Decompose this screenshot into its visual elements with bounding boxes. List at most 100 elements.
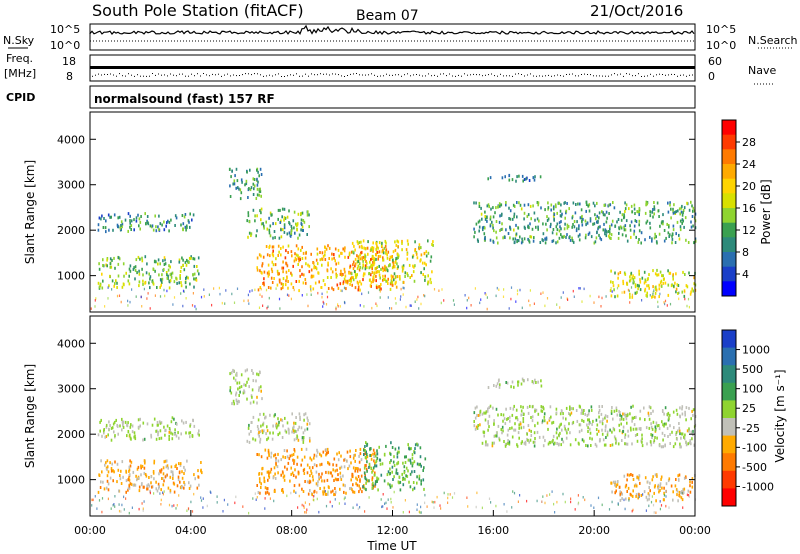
data-cell	[565, 209, 568, 213]
data-cell	[161, 277, 164, 281]
data-cell	[671, 234, 673, 238]
data-cell	[318, 477, 320, 481]
data-cell	[303, 220, 306, 224]
data-cell	[128, 486, 131, 490]
data-cell	[534, 175, 536, 179]
data-cell	[365, 450, 367, 454]
data-cell	[652, 294, 654, 298]
nave-point	[383, 75, 384, 77]
data-cell	[669, 203, 671, 207]
data-cell	[161, 273, 163, 277]
data-cell	[109, 424, 111, 427]
data-cell	[240, 191, 243, 195]
data-cell	[288, 269, 290, 272]
nave-point	[485, 74, 486, 76]
data-cell	[414, 240, 416, 244]
data-cell	[652, 420, 655, 424]
data-cell	[290, 491, 292, 495]
data-cell	[680, 445, 682, 449]
data-cell	[626, 421, 628, 425]
data-cell	[668, 417, 670, 421]
data-cell	[166, 473, 168, 477]
data-cell	[163, 288, 165, 292]
data-cell	[560, 203, 562, 207]
data-cell	[292, 286, 295, 289]
cpid-label: CPID	[6, 91, 35, 104]
nave-point	[155, 74, 156, 76]
data-cell	[588, 422, 590, 426]
data-cell	[560, 220, 562, 224]
data-cell	[506, 510, 508, 513]
data-cell	[363, 448, 365, 452]
data-cell	[119, 424, 121, 428]
data-cell	[680, 206, 683, 210]
data-cell	[558, 236, 561, 240]
nave-point	[545, 75, 546, 77]
data-cell	[587, 430, 589, 433]
data-cell	[182, 258, 184, 262]
data-cell	[404, 455, 406, 459]
data-cell	[293, 448, 296, 451]
data-cell	[167, 219, 169, 223]
data-cell	[689, 439, 692, 443]
data-cell	[531, 227, 534, 231]
data-cell	[120, 469, 122, 473]
data-cell	[614, 483, 616, 487]
data-cell	[593, 301, 595, 304]
data-cell	[142, 282, 144, 286]
data-cell	[401, 472, 403, 476]
data-cell	[163, 490, 165, 493]
data-cell	[558, 425, 561, 429]
data-cell	[193, 492, 195, 496]
data-cell	[252, 497, 254, 500]
data-cell	[589, 436, 591, 440]
data-cell	[129, 473, 131, 477]
data-cell	[180, 223, 182, 227]
data-cell	[636, 427, 638, 431]
data-cell	[678, 429, 681, 433]
data-cell	[529, 289, 531, 292]
data-cell	[260, 173, 263, 176]
data-cell	[366, 479, 369, 483]
data-cell	[510, 286, 513, 289]
data-cell	[648, 273, 650, 277]
data-cell	[271, 437, 274, 441]
data-cell	[149, 286, 151, 290]
data-cell	[135, 474, 137, 478]
nave-point	[284, 76, 285, 77]
data-cell	[376, 452, 379, 456]
nave-point	[176, 75, 177, 77]
data-cell	[155, 229, 158, 233]
colorbar-swatch	[722, 435, 736, 454]
data-cell	[105, 423, 108, 427]
data-cell	[663, 424, 665, 428]
data-cell	[654, 295, 656, 299]
data-cell	[396, 275, 399, 279]
data-cell	[188, 431, 190, 435]
data-cell	[281, 215, 283, 219]
data-cell	[237, 186, 239, 190]
data-cell	[288, 431, 290, 435]
data-cell	[671, 430, 673, 434]
data-cell	[120, 510, 122, 513]
data-cell	[528, 299, 530, 303]
data-cell	[274, 236, 276, 240]
data-cell	[509, 427, 511, 430]
data-cell	[500, 228, 503, 231]
data-cell	[496, 286, 498, 290]
data-cell	[282, 260, 284, 264]
data-cell	[299, 274, 301, 278]
data-cell	[376, 304, 378, 308]
data-cell	[164, 429, 166, 433]
data-cell	[638, 272, 640, 276]
data-cell	[347, 467, 349, 471]
data-cell	[480, 212, 483, 216]
data-cell	[336, 452, 338, 456]
data-cell	[418, 243, 421, 247]
data-cell	[566, 233, 568, 237]
data-cell	[345, 287, 347, 291]
data-cell	[91, 504, 93, 507]
data-cell	[653, 491, 655, 495]
data-cell	[601, 405, 603, 408]
data-cell	[229, 195, 232, 198]
